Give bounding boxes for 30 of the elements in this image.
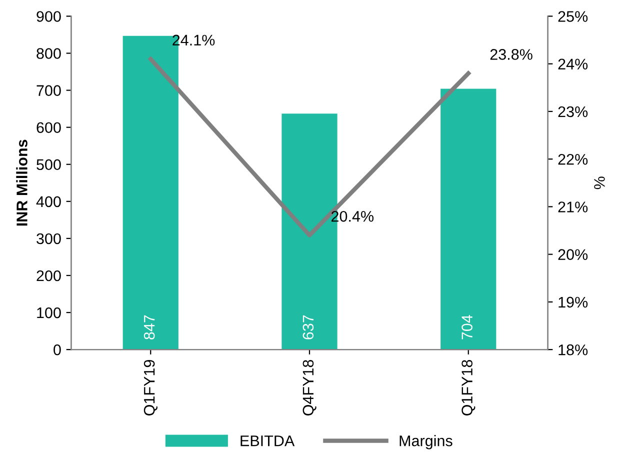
- y-tick-label: 700: [36, 85, 61, 96]
- y-tick-label: 500: [36, 159, 61, 170]
- bar: [440, 88, 496, 350]
- y-tick-label: 300: [36, 233, 61, 244]
- y-tick-label: 200: [36, 270, 61, 282]
- y2-tick-label: 20%: [558, 249, 588, 260]
- x-tick-label: Q4FY18: [302, 360, 316, 416]
- y-axis-title: INR Millions: [16, 140, 28, 226]
- y-tick-label: 400: [36, 196, 61, 208]
- y-tick-label: 800: [36, 48, 61, 59]
- y-tick-label: 0: [54, 344, 61, 356]
- data-label: 704: [462, 315, 472, 340]
- y2-tick-label: 25%: [558, 11, 588, 22]
- y-tick-label: 100: [37, 307, 61, 318]
- y2-axis-title: %: [594, 176, 605, 190]
- data-label: 23.8%: [490, 49, 532, 60]
- data-label: 847: [144, 315, 155, 340]
- y2-tick-label: 23%: [558, 106, 588, 118]
- x-tick-label: Q1FY18: [462, 360, 476, 416]
- y2-tick-label: 19%: [558, 296, 588, 308]
- y2-tick-label: 22%: [558, 154, 588, 165]
- y-tick-label: 600: [36, 122, 61, 134]
- y-tick-label: 900: [36, 11, 61, 22]
- x-tick-label: Q1FY19: [144, 360, 158, 416]
- data-label: 637: [302, 315, 314, 340]
- y2-tick-label: 18%: [558, 344, 588, 356]
- legend-label: Margins: [400, 435, 452, 450]
- legend-label: EBITDA: [240, 436, 295, 446]
- y2-tick-label: 21%: [558, 202, 588, 212]
- y2-tick-label: 24%: [558, 58, 588, 70]
